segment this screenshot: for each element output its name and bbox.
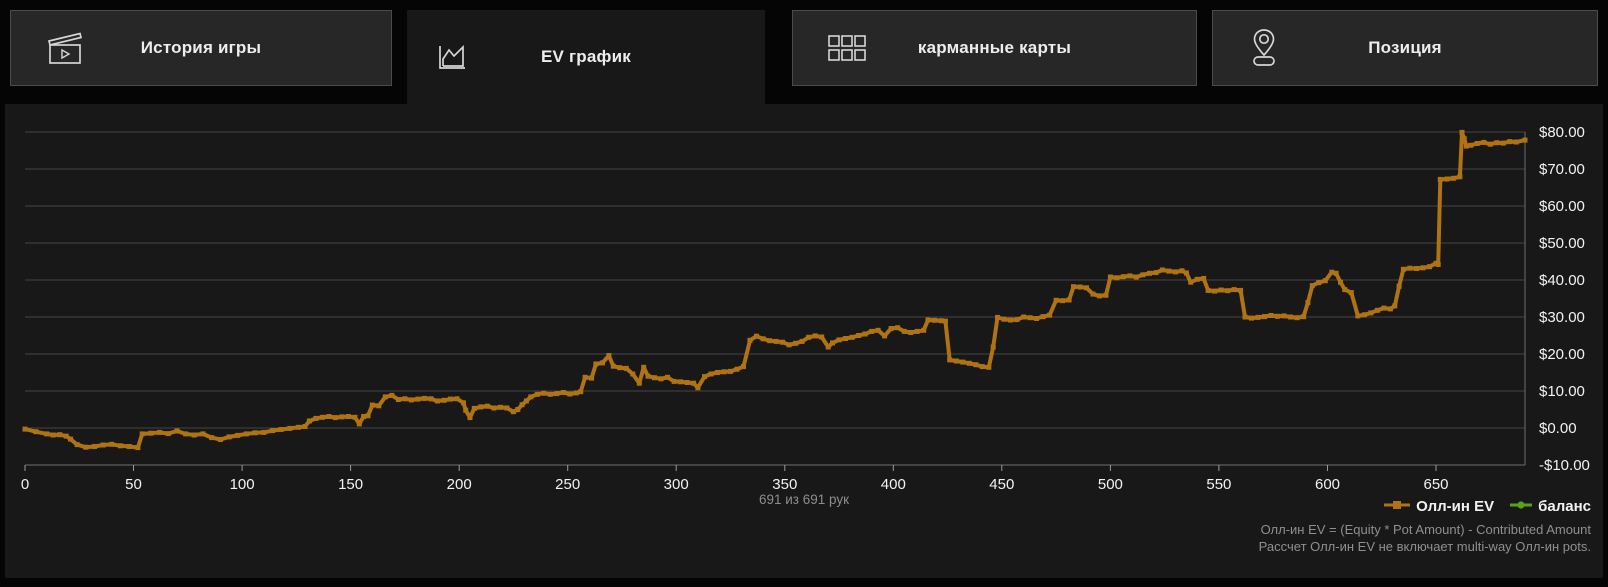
svg-text:50: 50 — [125, 476, 142, 493]
svg-text:550: 550 — [1206, 476, 1231, 493]
legend-item-allin-ev[interactable]: Олл-ин EV — [1384, 497, 1494, 515]
position-pin-icon — [1247, 27, 1281, 69]
svg-text:$60.00: $60.00 — [1539, 198, 1585, 215]
svg-text:$20.00: $20.00 — [1539, 346, 1585, 363]
tab-position[interactable]: Позиция — [1212, 10, 1598, 86]
svg-text:100: 100 — [230, 476, 255, 493]
svg-text:$0.00: $0.00 — [1539, 420, 1577, 437]
svg-text:300: 300 — [664, 476, 689, 493]
allin-ev-marker-icon — [1384, 497, 1411, 515]
tab-game-history[interactable]: История игры — [10, 10, 392, 86]
tab-label: EV график — [541, 47, 631, 66]
svg-text:$10.00: $10.00 — [1539, 383, 1585, 400]
svg-text:-$10.00: -$10.00 — [1539, 457, 1590, 474]
tab-ev-graph[interactable]: EV график — [407, 10, 765, 104]
footnote-line-2: Рассчет Олл-ин EV не включает multi-way … — [1258, 539, 1591, 554]
ev-formula-footnote: Олл-ин EV = (Equity * Pot Amount) - Cont… — [1259, 521, 1591, 555]
clapperboard-icon — [45, 26, 87, 70]
svg-text:500: 500 — [1098, 476, 1123, 493]
svg-text:600: 600 — [1315, 476, 1340, 493]
svg-text:0: 0 — [21, 476, 29, 493]
line-chart-icon — [435, 42, 467, 72]
cards-grid-icon — [827, 33, 867, 63]
svg-text:$80.00: $80.00 — [1539, 124, 1585, 141]
svg-text:450: 450 — [989, 476, 1014, 493]
balance-marker-icon — [1510, 497, 1533, 515]
svg-text:200: 200 — [447, 476, 472, 493]
svg-text:150: 150 — [338, 476, 363, 493]
legend-label: Олл-ин EV — [1416, 497, 1495, 515]
svg-text:350: 350 — [772, 476, 797, 493]
svg-text:250: 250 — [555, 476, 580, 493]
tab-label: История игры — [140, 38, 262, 57]
legend-item-balance[interactable]: баланс — [1510, 497, 1591, 515]
tab-label: карманные карты — [917, 38, 1072, 57]
hands-count-caption: 691 из 691 рук — [758, 492, 850, 507]
legend-label: баланс — [1538, 497, 1591, 515]
svg-text:$30.00: $30.00 — [1539, 309, 1585, 326]
svg-text:$40.00: $40.00 — [1539, 272, 1585, 289]
svg-text:650: 650 — [1423, 476, 1448, 493]
chart-legend: Олл-ин EV баланс — [1384, 497, 1591, 515]
tab-label: Позиция — [1368, 38, 1442, 57]
tab-pocket-cards[interactable]: карманные карты — [792, 10, 1197, 86]
ev-graph-panel: -$10.00 $0.00 $10.00 $20.00 $30.00 $40.00 $50.… — [5, 104, 1603, 578]
svg-text:$50.00: $50.00 — [1539, 235, 1585, 252]
ev-chart: -$10.00 $0.00 $10.00 $20.00 $30.00 $40.00 $50.… — [21, 124, 1590, 493]
svg-text:$70.00: $70.00 — [1539, 161, 1585, 178]
svg-text:400: 400 — [881, 476, 906, 493]
footnote-line-1: Олл-ин EV = (Equity * Pot Amount) - Cont… — [1260, 522, 1591, 537]
